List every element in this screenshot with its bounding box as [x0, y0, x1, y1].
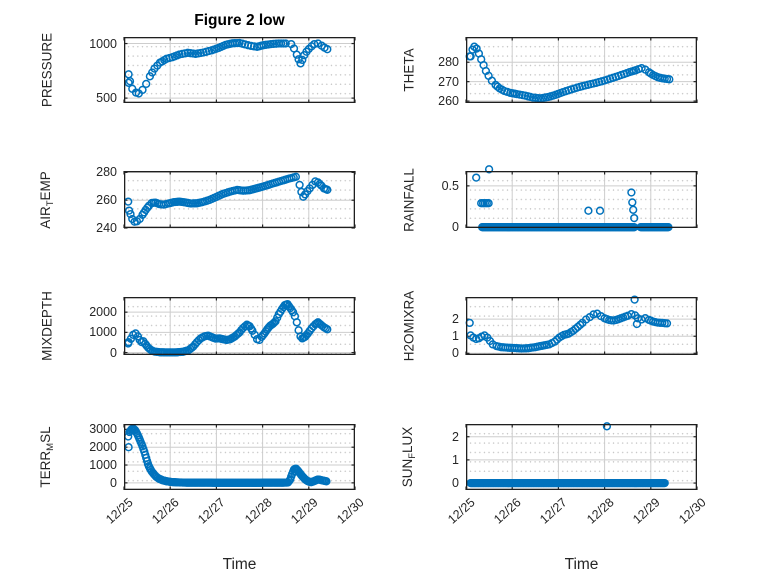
plot-area: [123, 36, 356, 103]
y-tick-label: 1: [452, 329, 459, 344]
plot-area: [465, 295, 698, 356]
series-markers: [124, 299, 332, 357]
x-tick-label: 12/25: [103, 495, 136, 527]
y-axis-label-text: AIR: [38, 205, 53, 229]
plot-area: [123, 296, 356, 357]
y-axis-label-text: H2OMIXRA: [401, 290, 417, 362]
subplot-sun_flux: [465, 422, 698, 490]
y-tick-label: 280: [438, 55, 459, 70]
series-markers: [466, 422, 669, 488]
series-markers: [124, 424, 331, 487]
y-axis-label-subscript: F: [407, 452, 418, 459]
plot-area: [465, 165, 698, 232]
subplot-theta: [465, 36, 698, 103]
y-tick-label: 260: [438, 94, 459, 109]
y-axis-label: THETA: [402, 48, 417, 91]
x-axis-label-right: Time: [564, 556, 599, 573]
series-markers: [124, 172, 332, 226]
y-axis-label: H2OMIXRA: [402, 291, 417, 362]
y-axis-label: SUNFLUX: [400, 427, 418, 488]
y-axis-label-text: SUN: [400, 458, 415, 488]
y-tick-label: 0: [452, 476, 459, 491]
subplot-terr_msl: [123, 423, 356, 490]
series-markers: [465, 295, 672, 353]
plot-area: [465, 36, 698, 103]
figure-title: Figure 2 low: [194, 12, 285, 29]
y-tick-label: 1000: [89, 458, 117, 473]
subplot-rainfall: [465, 165, 698, 232]
y-tick-label: 2000: [89, 440, 117, 455]
plot-area: [465, 422, 698, 490]
y-axis-label: AIRTEMP: [38, 171, 56, 229]
y-axis-label-text: PRESSURE: [39, 32, 55, 108]
y-tick-label: 500: [96, 91, 117, 106]
subplot-h2omixra: [465, 295, 698, 356]
y-tick-label: 280: [96, 165, 117, 180]
x-axis-label-left: Time: [222, 556, 257, 573]
y-tick-label: 1: [452, 452, 459, 467]
y-axis-label-subscript: T: [45, 199, 56, 206]
y-tick-label: 0: [452, 220, 459, 235]
y-axis-label: TERRMSL: [38, 426, 56, 487]
series-markers: [472, 165, 673, 232]
y-axis-label: RAINFALL: [402, 168, 417, 232]
plot-area: [123, 423, 356, 490]
y-axis-label-text: RAINFALL: [401, 167, 417, 232]
y-tick-label: 2: [452, 429, 459, 444]
y-axis-label-subscript: M: [45, 442, 56, 451]
y-axis-label-text: MIXDEPTH: [39, 291, 55, 361]
series-markers: [124, 38, 332, 98]
plot-area: [123, 170, 356, 229]
y-tick-label: 2: [452, 312, 459, 327]
y-tick-label: 1000: [89, 325, 117, 340]
y-axis-label-text: LUX: [400, 426, 415, 453]
subplot-mixdepth: [123, 296, 356, 357]
y-tick-label: 260: [96, 193, 117, 208]
y-tick-label: 0: [110, 345, 117, 360]
y-tick-label: 3000: [89, 422, 117, 437]
y-axis-label-text: SL: [38, 426, 53, 443]
y-axis-label: MIXDEPTH: [40, 291, 55, 361]
y-axis-label-text: EMP: [38, 170, 53, 200]
x-tick-label: 12/25: [445, 495, 478, 527]
y-tick-label: 2000: [89, 305, 117, 320]
y-tick-label: 0.5: [441, 178, 459, 193]
subplot-pressure: [123, 36, 356, 103]
y-tick-label: 0: [110, 475, 117, 490]
subplot-air_temp: [123, 170, 356, 229]
series-markers: [465, 42, 674, 103]
y-axis-label-text: THETA: [401, 48, 417, 92]
y-axis-label: PRESSURE: [40, 33, 55, 107]
y-tick-label: 0: [452, 346, 459, 361]
y-tick-label: 240: [96, 221, 117, 235]
y-tick-label: 270: [438, 74, 459, 89]
y-tick-label: 1000: [89, 36, 117, 51]
y-axis-label-text: TERR: [38, 450, 53, 488]
